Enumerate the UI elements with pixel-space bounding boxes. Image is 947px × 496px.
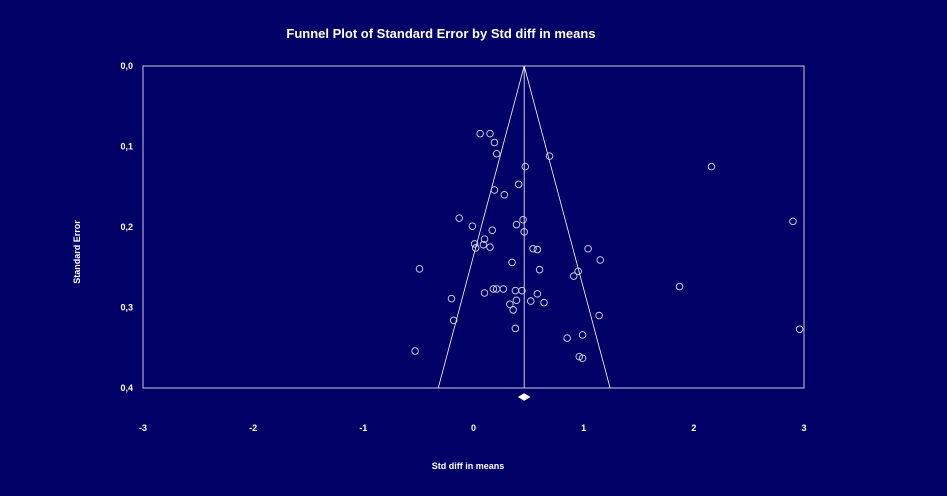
y-tick-label: 0,0 [120, 61, 133, 71]
data-point [578, 331, 587, 339]
data-point [492, 149, 501, 158]
data-point [471, 244, 480, 252]
data-point [519, 216, 527, 224]
data-point [545, 152, 554, 160]
data-points [411, 129, 804, 362]
data-point [489, 285, 498, 293]
data-point [596, 256, 604, 264]
data-point [449, 316, 458, 325]
data-point [411, 347, 419, 355]
x-tick-label: -1 [359, 423, 367, 433]
data-point [480, 289, 489, 297]
data-point [488, 226, 496, 234]
y-axis-label: Standard Error [72, 220, 82, 284]
data-point [509, 306, 517, 314]
data-point [447, 294, 456, 303]
data-point [578, 354, 587, 362]
y-tick-label: 0,1 [120, 142, 133, 152]
data-point [479, 240, 488, 249]
data-point [476, 129, 484, 138]
data-point [789, 217, 797, 226]
data-point [518, 286, 526, 295]
x-tick-label: 2 [691, 423, 696, 433]
data-point [570, 272, 578, 280]
x-axis-label: Std diff in means [432, 461, 505, 471]
data-point [490, 186, 499, 194]
data-point [512, 220, 521, 229]
data-point [490, 138, 499, 147]
data-point [455, 214, 463, 222]
y-tick-label: 0,4 [120, 383, 133, 393]
data-point [508, 258, 516, 267]
data-point [506, 300, 514, 309]
y-tick-label: 0,2 [120, 222, 133, 232]
data-point [511, 324, 520, 333]
data-point [574, 267, 582, 276]
data-point [486, 243, 494, 251]
data-point [533, 290, 542, 298]
data-point [500, 191, 509, 199]
y-axis-ticks: 0,0 0,1 0,2 0,3 0,4 [120, 61, 133, 393]
data-point [795, 325, 804, 333]
chart-title: Funnel Plot of Standard Error by Std dif… [286, 26, 595, 41]
x-tick-label: 3 [801, 423, 806, 433]
data-point [480, 235, 489, 243]
y-tick-label: 0,3 [120, 303, 133, 313]
data-point [707, 162, 716, 171]
x-axis-ticks: -3 -2 -1 0 1 2 3 [139, 423, 807, 433]
data-point [595, 311, 603, 320]
plot-frame [142, 65, 805, 389]
data-point [520, 228, 528, 236]
plot-area [142, 65, 805, 389]
funnel-right-line [523, 65, 611, 389]
data-point [499, 285, 507, 293]
data-point [535, 265, 544, 274]
data-point [527, 297, 535, 305]
data-point [675, 282, 684, 291]
x-tick-label: 0 [471, 423, 476, 433]
data-point [511, 286, 520, 295]
data-point [468, 222, 477, 230]
x-tick-label: -2 [249, 423, 257, 433]
data-point [415, 265, 424, 273]
data-point [512, 296, 521, 305]
data-point [529, 244, 537, 253]
x-tick-label: 1 [581, 423, 586, 433]
data-point [470, 240, 479, 248]
data-point [486, 129, 494, 138]
x-tick-label: -3 [139, 423, 147, 433]
data-point [533, 245, 542, 254]
data-point [563, 334, 571, 342]
data-point [521, 162, 530, 171]
data-point [540, 298, 548, 307]
data-point [584, 244, 592, 253]
funnel-lines [437, 65, 611, 401]
data-point [514, 180, 523, 189]
summary-diamond [517, 393, 531, 401]
funnel-left-line [437, 65, 525, 389]
